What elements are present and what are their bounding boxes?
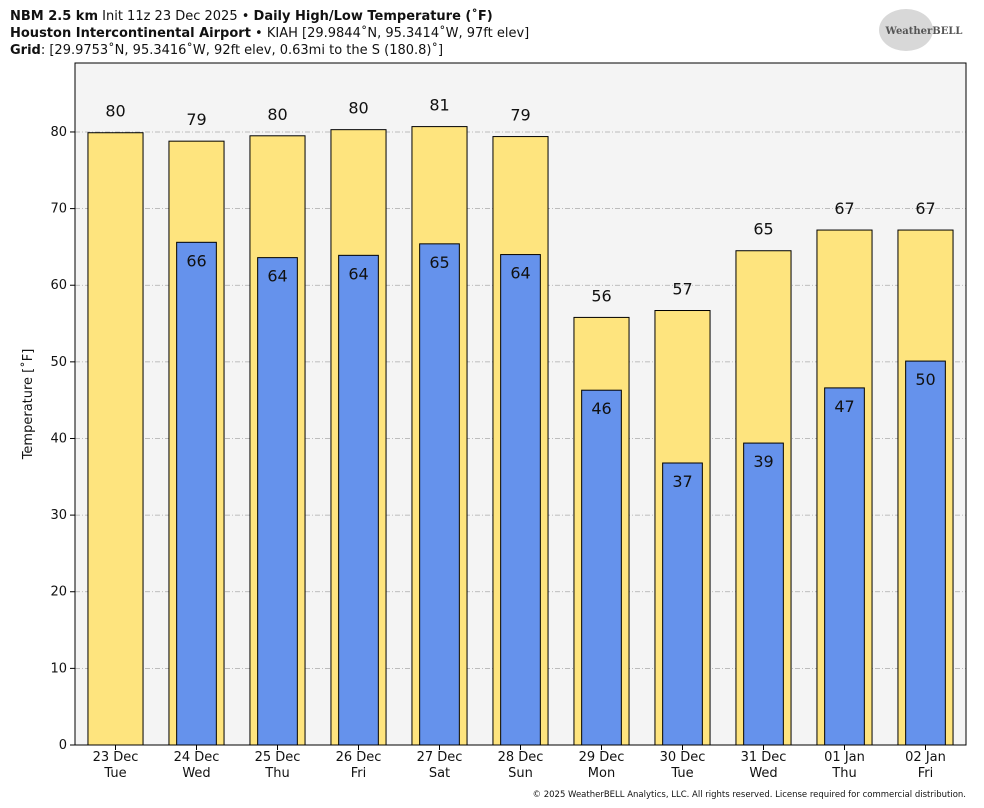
title-part: NBM 2.5 km bbox=[10, 9, 98, 24]
bar bbox=[662, 462, 703, 746]
plot-frame bbox=[74, 62, 967, 746]
bar bbox=[743, 442, 784, 746]
y-tick-label: 50 bbox=[50, 355, 67, 370]
value-label: 57 bbox=[672, 280, 692, 299]
y-tick-label: 80 bbox=[50, 125, 67, 140]
value-label: 64 bbox=[348, 264, 368, 283]
x-tick-label: Sat bbox=[429, 766, 450, 781]
title-part: Grid bbox=[10, 43, 41, 58]
value-label: 80 bbox=[105, 102, 125, 121]
x-tick-label: Tue bbox=[103, 766, 126, 781]
x-tick-label: 30 Dec bbox=[660, 750, 706, 765]
value-label: 66 bbox=[186, 251, 206, 270]
value-label: 50 bbox=[915, 370, 935, 389]
bar bbox=[87, 132, 144, 746]
title-line: NBM 2.5 km Init 11z 23 Dec 2025 • Daily … bbox=[10, 8, 493, 24]
title-line: Houston Intercontinental Airport • KIAH … bbox=[10, 25, 529, 41]
value-label: 46 bbox=[591, 399, 611, 418]
x-tick-label: Fri bbox=[351, 766, 367, 781]
x-tick-label: Wed bbox=[182, 766, 210, 781]
value-label: 80 bbox=[348, 99, 368, 118]
value-label: 65 bbox=[429, 253, 449, 272]
x-tick-label: 26 Dec bbox=[336, 750, 382, 765]
value-label: 56 bbox=[591, 286, 611, 305]
value-label: 67 bbox=[834, 199, 854, 218]
title-part: Daily High/Low Temperature (˚F) bbox=[254, 8, 493, 24]
x-tick-label: 27 Dec bbox=[417, 750, 463, 765]
y-tick-label: 0 bbox=[59, 738, 67, 753]
y-tick-label: 40 bbox=[50, 431, 67, 446]
footer: © 2025 WeatherBELL Analytics, LLC. All r… bbox=[533, 790, 966, 800]
value-label: 64 bbox=[267, 267, 287, 286]
value-label: 37 bbox=[672, 472, 692, 491]
value-label: 39 bbox=[753, 452, 773, 471]
x-tick-label: 31 Dec bbox=[741, 750, 787, 765]
value-label: 67 bbox=[915, 199, 935, 218]
x-tick-label: 23 Dec bbox=[93, 750, 139, 765]
y-tick-label: 10 bbox=[50, 661, 67, 676]
bar bbox=[419, 243, 460, 746]
x-tick-label: 02 Jan bbox=[905, 750, 946, 765]
x-tick-label: Wed bbox=[749, 766, 777, 781]
bar bbox=[257, 257, 298, 746]
x-tick-label: Mon bbox=[588, 766, 615, 781]
x-tick-label: 28 Dec bbox=[498, 750, 544, 765]
value-label: 81 bbox=[429, 96, 449, 115]
bar bbox=[581, 389, 622, 746]
logo-swirl bbox=[879, 9, 933, 51]
value-label: 64 bbox=[510, 264, 530, 283]
bar bbox=[176, 241, 217, 746]
x-tick-label: Fri bbox=[918, 766, 934, 781]
x-tick-label: 25 Dec bbox=[255, 750, 301, 765]
bar bbox=[500, 254, 541, 746]
x-tick-label: Thu bbox=[831, 766, 856, 781]
title-part: Houston Intercontinental Airport bbox=[10, 26, 251, 41]
title-part: • KIAH [29.9844˚N, 95.3414˚W, 97ft elev] bbox=[251, 25, 529, 41]
y-tick-label: 60 bbox=[50, 278, 67, 293]
value-label: 79 bbox=[186, 110, 206, 129]
title-line: Grid: [29.9753˚N, 95.3416˚W, 92ft elev, … bbox=[10, 42, 443, 58]
y-tick-label: 20 bbox=[50, 585, 67, 600]
x-tick-label: Tue bbox=[670, 766, 693, 781]
bar bbox=[824, 387, 865, 746]
y-axis-label: Temperature [˚F] bbox=[20, 349, 36, 461]
x-tick-label: 01 Jan bbox=[824, 750, 865, 765]
x-tick-label: 24 Dec bbox=[174, 750, 220, 765]
value-label: 80 bbox=[267, 105, 287, 124]
x-tick-label: Thu bbox=[264, 766, 289, 781]
value-label: 47 bbox=[834, 397, 854, 416]
y-tick-label: 30 bbox=[50, 508, 67, 523]
bar bbox=[905, 360, 946, 746]
value-label: 65 bbox=[753, 220, 773, 239]
x-tick-label: 29 Dec bbox=[579, 750, 625, 765]
bar bbox=[338, 254, 379, 746]
logo: WeatherBELL bbox=[885, 26, 963, 37]
x-tick-label: Sun bbox=[508, 766, 533, 781]
value-label: 79 bbox=[510, 106, 530, 125]
title-part: : [29.9753˚N, 95.3416˚W, 92ft elev, 0.63… bbox=[41, 42, 443, 58]
title-part: Init 11z 23 Dec 2025 • bbox=[98, 9, 254, 24]
y-tick-label: 70 bbox=[50, 202, 67, 217]
